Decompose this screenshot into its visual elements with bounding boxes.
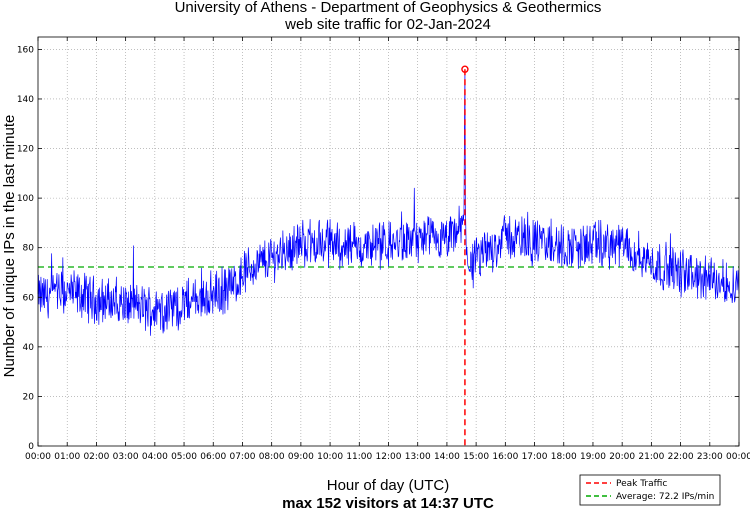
y-tick-label: 40: [23, 343, 35, 353]
x-tick-label: 07:00: [229, 452, 255, 462]
y-tick-label: 160: [17, 45, 34, 55]
legend-box: [579, 474, 721, 506]
chart-subtitle: web site traffic for 02-Jan-2024: [284, 16, 491, 33]
x-axis-label: Hour of day (UTC): [327, 477, 450, 494]
x-tick-label: 21:00: [638, 452, 664, 462]
x-tick-label: 15:00: [463, 452, 489, 462]
x-tick-label: 10:00: [317, 452, 343, 462]
y-tick-label: 120: [17, 145, 34, 155]
legend: Peak Traffic Average: 72.2 IPs/min: [579, 474, 721, 506]
x-tick-label: 11:00: [346, 452, 372, 462]
legend-average-label: Average: 72.2 IPs/min: [616, 492, 714, 502]
x-tick-label: 20:00: [609, 452, 635, 462]
y-axis-label: Number of unique IPs in the last minute: [1, 115, 18, 378]
x-tick-label: 04:00: [142, 452, 168, 462]
y-tick-label: 0: [28, 442, 34, 452]
x-tick-label: 17:00: [522, 452, 548, 462]
x-tick-label: 12:00: [376, 452, 402, 462]
plot-area: [37, 65, 740, 446]
x-tick-label: 22:00: [668, 452, 694, 462]
y-tick-label: 80: [23, 244, 35, 254]
x-tick-label: 01:00: [54, 452, 80, 462]
x-tick-label: 05:00: [171, 452, 197, 462]
legend-peak-label: Peak Traffic: [616, 479, 667, 489]
peak-marker: [461, 65, 469, 73]
x-tick-label: 18:00: [551, 452, 577, 462]
x-axis-label-max: max 152 visitors at 14:37 UTC: [282, 495, 494, 511]
x-tick-label: 16:00: [492, 452, 518, 462]
y-tick-label: 20: [23, 392, 35, 402]
x-tick-label: 06:00: [200, 452, 226, 462]
y-tick-label: 140: [17, 95, 34, 105]
x-tick-label: 09:00: [288, 452, 314, 462]
traffic-series-line: [37, 69, 740, 336]
y-tick-label: 60: [23, 293, 35, 303]
x-tick-label: 00:00: [726, 452, 750, 462]
x-tick-label: 13:00: [405, 452, 431, 462]
x-tick-label: 03:00: [113, 452, 139, 462]
x-tick-label: 08:00: [259, 452, 285, 462]
x-tick-label: 02:00: [83, 452, 109, 462]
chart-title: University of Athens - Department of Geo…: [175, 0, 602, 16]
x-tick-label: 14:00: [434, 452, 460, 462]
y-tick-label: 100: [17, 194, 34, 204]
x-tick-label: 19:00: [580, 452, 606, 462]
x-tick-label: 00:00: [25, 452, 51, 462]
x-tick-label: 23:00: [697, 452, 723, 462]
